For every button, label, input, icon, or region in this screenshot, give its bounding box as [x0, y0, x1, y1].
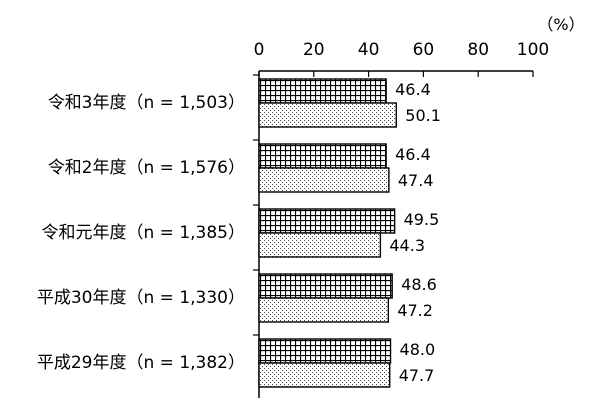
bar-series-1: [258, 273, 393, 299]
bar-series-2: [258, 232, 382, 258]
x-tick-label: 100: [517, 40, 549, 60]
bar-series-2: [258, 297, 390, 323]
bar-layer: [258, 78, 397, 388]
x-tick-label: 80: [467, 40, 489, 60]
value-label: 50.1: [405, 106, 441, 125]
category-label: 令和元年度（n = 1,385）: [42, 223, 246, 243]
value-label: 49.5: [404, 210, 440, 229]
value-label: 48.6: [401, 275, 437, 294]
category-label: 令和3年度（n = 1,503）: [48, 93, 245, 113]
category-label: 平成30年度（n = 1,330）: [37, 288, 245, 308]
x-tick-label: 60: [413, 40, 435, 60]
value-label: 47.4: [398, 171, 434, 190]
unit-label: （%）: [537, 15, 584, 34]
bar-series-2: [258, 102, 397, 128]
category-label: 令和2年度（n = 1,576）: [48, 158, 245, 178]
bar-series-1: [258, 338, 392, 364]
value-label: 47.2: [397, 301, 433, 320]
bar-series-2: [258, 167, 390, 193]
value-label: 44.3: [389, 236, 425, 255]
value-label: 47.7: [399, 366, 435, 385]
label-layer: 令和3年度（n = 1,503） 46.4 50.1 令和2年度（n = 1,576）…: [37, 80, 441, 385]
x-tick-label: 0: [254, 40, 265, 60]
bar-series-1: [258, 208, 396, 234]
bar-series-1: [258, 78, 387, 104]
value-label: 48.0: [400, 340, 436, 359]
category-label: 平成29年度（n = 1,382）: [37, 353, 245, 373]
bar-series-2: [258, 362, 391, 388]
value-label: 46.4: [395, 145, 431, 164]
x-tick-label: 20: [303, 40, 325, 60]
value-label: 46.4: [395, 80, 431, 99]
x-tick-label: 40: [358, 40, 380, 60]
bar-series-1: [258, 143, 387, 169]
axis-layer: 0 20 40 60 80 100: [253, 40, 549, 398]
